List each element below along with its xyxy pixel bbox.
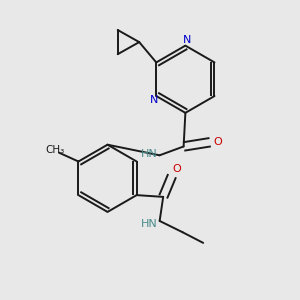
Text: HN: HN — [141, 219, 158, 229]
Text: HN: HN — [141, 148, 157, 158]
Text: O: O — [172, 164, 181, 174]
Text: CH₃: CH₃ — [46, 145, 65, 155]
Text: N: N — [150, 95, 159, 105]
Text: N: N — [183, 35, 191, 45]
Text: O: O — [214, 137, 222, 147]
